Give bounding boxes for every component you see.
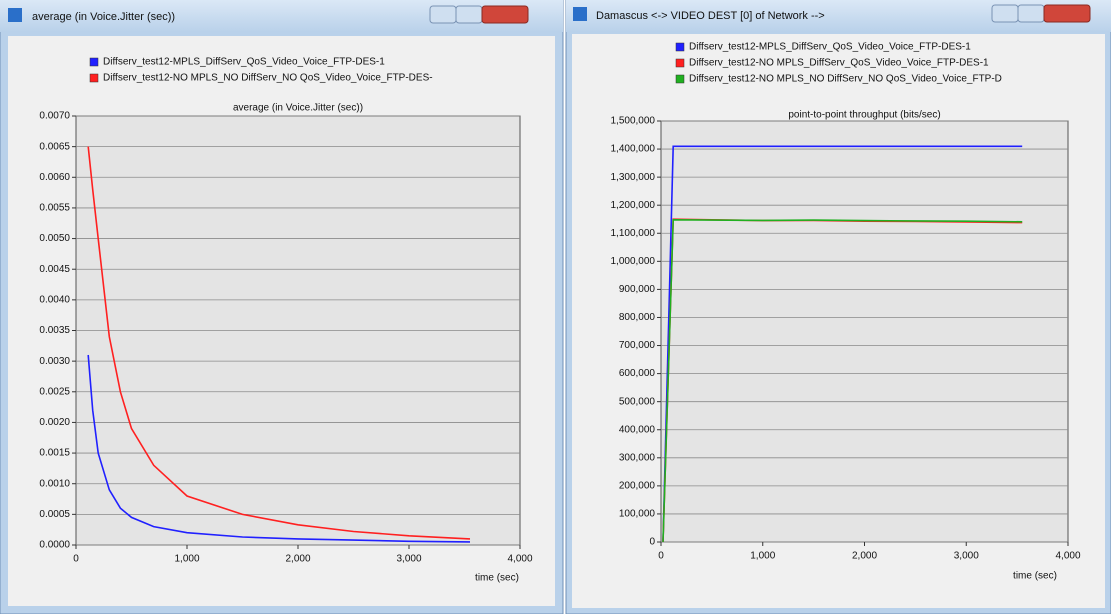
legend-label: Diffserv_test12-MPLS_DiffServ_QoS_Video_…	[103, 57, 385, 68]
y-tick-label: 0.0025	[39, 386, 70, 397]
y-tick-label: 0.0050	[39, 233, 70, 244]
y-tick-label: 700,000	[619, 340, 656, 351]
y-tick-label: 0.0060	[39, 172, 70, 183]
x-axis-label: time (sec)	[1013, 571, 1057, 582]
legend-label: Diffserv_test12-NO MPLS_NO DiffServ_NO Q…	[103, 73, 433, 84]
y-tick-label: 1,400,000	[611, 144, 656, 155]
y-tick-label: 300,000	[619, 452, 656, 463]
x-tick-label: 3,000	[396, 554, 421, 565]
x-axis-label: time (sec)	[475, 573, 519, 584]
y-tick-label: 500,000	[619, 396, 656, 407]
x-tick-label: 4,000	[507, 554, 532, 565]
y-tick-label: 0.0015	[39, 448, 70, 459]
y-tick-label: 400,000	[619, 424, 656, 435]
chart-title: average (in Voice.Jitter (sec))	[233, 103, 363, 114]
window-icon	[573, 7, 587, 21]
y-tick-label: 1,100,000	[611, 228, 656, 239]
series-line	[662, 218, 1023, 543]
y-tick-label: 600,000	[619, 368, 656, 379]
x-tick-label: 3,000	[954, 551, 979, 562]
close-button[interactable]	[1043, 4, 1091, 23]
y-tick-label: 1,000,000	[611, 256, 656, 267]
x-tick-label: 4,000	[1055, 551, 1080, 562]
y-tick-label: 0.0040	[39, 294, 70, 305]
y-tick-label: 0.0045	[39, 264, 70, 275]
y-tick-label: 100,000	[619, 509, 656, 520]
y-tick-label: 0.0055	[39, 203, 70, 214]
x-tick-label: 2,000	[285, 554, 310, 565]
y-tick-label: 0.0010	[39, 478, 70, 489]
plot-area	[660, 120, 1069, 543]
series-line	[87, 146, 471, 540]
x-tick-label: 0	[73, 554, 79, 565]
close-button[interactable]	[481, 5, 529, 24]
minimize-button[interactable]	[429, 5, 457, 24]
maximize-button[interactable]	[455, 5, 483, 24]
legend-swatch	[675, 74, 685, 84]
minimize-button[interactable]	[991, 4, 1019, 23]
chart-title: point-to-point throughput (bits/sec)	[788, 110, 940, 121]
y-tick-label: 1,200,000	[611, 200, 656, 211]
y-tick-label: 0.0020	[39, 417, 70, 428]
legend-label: Diffserv_test12-NO MPLS_DiffServ_QoS_Vid…	[689, 58, 989, 69]
x-tick-label: 2,000	[852, 551, 877, 562]
y-tick-label: 900,000	[619, 284, 656, 295]
y-tick-label: 800,000	[619, 312, 656, 323]
window-title: average (in Voice.Jitter (sec))	[32, 11, 175, 23]
y-tick-label: 1,300,000	[611, 172, 656, 183]
y-tick-label: 0.0005	[39, 509, 70, 520]
x-tick-label: 1,000	[174, 554, 199, 565]
y-tick-label: 0.0065	[39, 141, 70, 152]
y-tick-label: 0.0035	[39, 325, 70, 336]
legend-label: Diffserv_test12-NO MPLS_NO DiffServ_NO Q…	[689, 74, 1002, 85]
legend-label: Diffserv_test12-MPLS_DiffServ_QoS_Video_…	[689, 42, 971, 53]
y-tick-label: 1,500,000	[611, 116, 656, 127]
y-tick-label: 0.0070	[39, 111, 70, 122]
series-line	[87, 354, 471, 543]
y-tick-label: 0.0000	[39, 540, 70, 551]
legend-swatch	[675, 58, 685, 68]
window-icon	[8, 8, 22, 22]
series-line	[662, 145, 1023, 543]
y-tick-label: 0	[649, 537, 655, 548]
maximize-button[interactable]	[1017, 4, 1045, 23]
legend-swatch	[89, 73, 99, 83]
x-tick-label: 0	[658, 551, 664, 562]
x-tick-label: 1,000	[750, 551, 775, 562]
legend-swatch	[675, 42, 685, 52]
window-title: Damascus <-> VIDEO DEST [0] of Network -…	[596, 10, 825, 22]
y-tick-label: 0.0030	[39, 356, 70, 367]
legend-swatch	[89, 57, 99, 67]
y-tick-label: 200,000	[619, 481, 656, 492]
